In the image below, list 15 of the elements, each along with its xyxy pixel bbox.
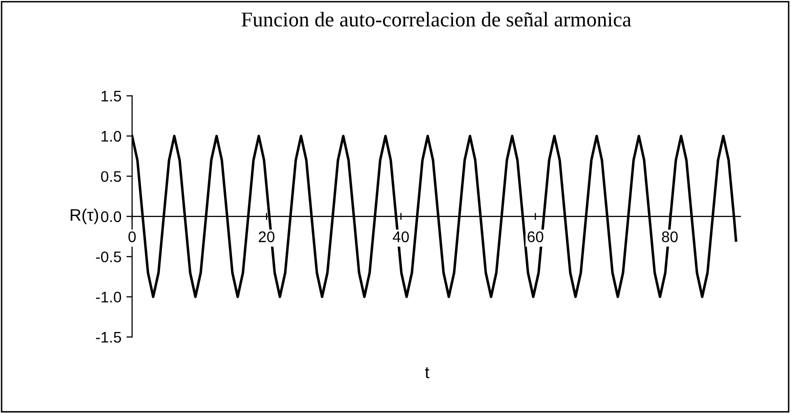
x-tick-label: 80	[662, 231, 678, 242]
y-tick-label: 0.0	[101, 211, 122, 222]
y-tick-label: 0.5	[101, 171, 122, 182]
y-tick-label: 1.0	[102, 130, 122, 142]
y-tick-label: 1.5	[102, 90, 122, 102]
y-tick-label: -0.5	[96, 251, 122, 262]
chart-title: Funcion de auto-correlacion de señal armonica	[242, 12, 632, 27]
y-axis-title: R(τ)	[70, 208, 98, 224]
y-tick-label: -1.5	[96, 332, 122, 343]
x-axis-title: t	[425, 367, 430, 378]
x-tick-label: 60	[528, 231, 544, 242]
y-tick-label: -1.0	[96, 292, 122, 302]
x-tick-label: 20	[258, 231, 274, 242]
x-tick-label: 40	[392, 231, 409, 242]
x-tick-label: 0	[128, 231, 136, 242]
